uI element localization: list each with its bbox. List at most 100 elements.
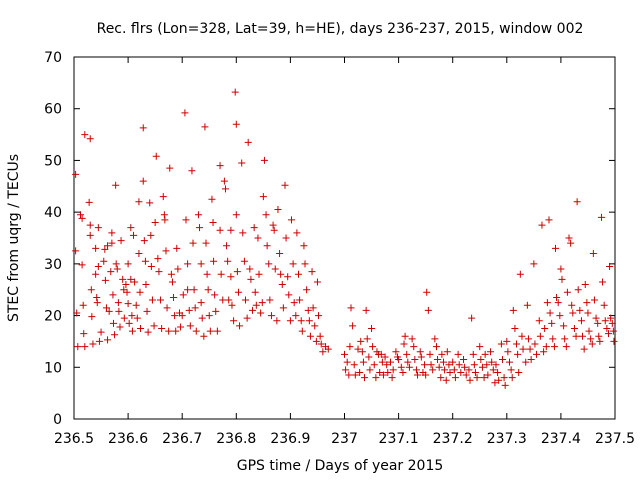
data-point [295, 270, 303, 278]
data-point [495, 376, 503, 384]
data-point [443, 348, 451, 356]
data-point [190, 286, 198, 294]
data-point [165, 327, 173, 335]
data-point [258, 299, 266, 307]
data-point [139, 124, 147, 132]
data-point [171, 312, 179, 320]
data-point [384, 368, 392, 376]
data-point [487, 348, 495, 356]
data-point [473, 374, 481, 382]
data-point [507, 366, 515, 374]
data-point [154, 255, 162, 263]
data-point [569, 309, 577, 317]
data-point [468, 314, 476, 322]
data-point [246, 265, 254, 273]
data-point [177, 323, 185, 331]
data-point [515, 368, 523, 376]
data-point [509, 306, 517, 314]
data-point [455, 361, 463, 369]
data-point [136, 288, 144, 296]
data-point [257, 309, 265, 317]
data-point [584, 309, 592, 317]
data-point [108, 239, 116, 247]
data-point [553, 293, 561, 301]
data-point [114, 299, 122, 307]
data-point [389, 366, 397, 374]
data-point [95, 337, 103, 345]
x-tick-label: 236.5 [54, 431, 94, 447]
data-point [266, 296, 274, 304]
data-points [72, 88, 618, 389]
plot-area-frame [73, 56, 616, 420]
data-point [588, 340, 596, 348]
data-point [422, 371, 430, 379]
data-point [181, 109, 189, 117]
data-point [173, 244, 181, 252]
data-point [567, 239, 575, 247]
data-point [198, 314, 206, 322]
data-point [185, 306, 193, 314]
data-point [113, 265, 121, 273]
data-point [497, 340, 505, 348]
data-point [296, 296, 304, 304]
data-point [265, 260, 273, 268]
data-point [263, 242, 271, 250]
data-point [574, 286, 582, 294]
data-point [579, 332, 587, 340]
data-point [211, 291, 219, 299]
data-point [350, 361, 358, 369]
data-point [522, 358, 530, 366]
data-point [609, 327, 617, 335]
data-point [346, 343, 354, 351]
data-point [303, 286, 311, 294]
data-point [116, 323, 124, 331]
data-point [580, 345, 588, 353]
data-point [120, 314, 128, 322]
x-tick-label: 237.3 [487, 431, 527, 447]
data-point [128, 327, 136, 335]
data-point [101, 276, 109, 284]
data-point [86, 231, 94, 239]
x-tick-label: 237.4 [541, 431, 581, 447]
data-point [516, 270, 524, 278]
data-point [450, 366, 458, 374]
data-point [316, 332, 324, 340]
data-point [78, 261, 86, 269]
data-point [423, 288, 431, 296]
x-tick-label: 237.5 [595, 431, 635, 447]
data-point [223, 242, 231, 250]
data-point [224, 257, 232, 265]
data-point [508, 374, 516, 382]
data-point [105, 307, 113, 315]
data-point [160, 211, 168, 219]
data-point [592, 314, 600, 322]
data-point [81, 131, 89, 139]
data-point [111, 331, 119, 339]
data-point [128, 312, 136, 320]
data-point [351, 371, 359, 379]
data-point [133, 314, 141, 322]
data-point [494, 368, 502, 376]
data-point [108, 229, 116, 237]
x-tick-label: 237.1 [379, 431, 419, 447]
data-point [308, 268, 316, 276]
data-point [315, 312, 323, 320]
data-point [87, 286, 95, 294]
data-point [583, 299, 591, 307]
data-point [540, 348, 548, 356]
data-point [366, 366, 374, 374]
data-point [252, 301, 260, 309]
data-point [533, 350, 541, 358]
data-point [357, 337, 365, 345]
data-point [414, 371, 422, 379]
y-axis-title: STEC from uqrg / TECUs [6, 154, 22, 322]
data-point [379, 371, 387, 379]
data-point [188, 167, 196, 175]
data-point [589, 250, 597, 258]
data-point [377, 350, 385, 358]
data-point [232, 120, 240, 128]
x-tick-label: 236.7 [162, 431, 202, 447]
data-point [606, 262, 614, 270]
data-point [440, 358, 448, 366]
data-point [137, 325, 145, 332]
